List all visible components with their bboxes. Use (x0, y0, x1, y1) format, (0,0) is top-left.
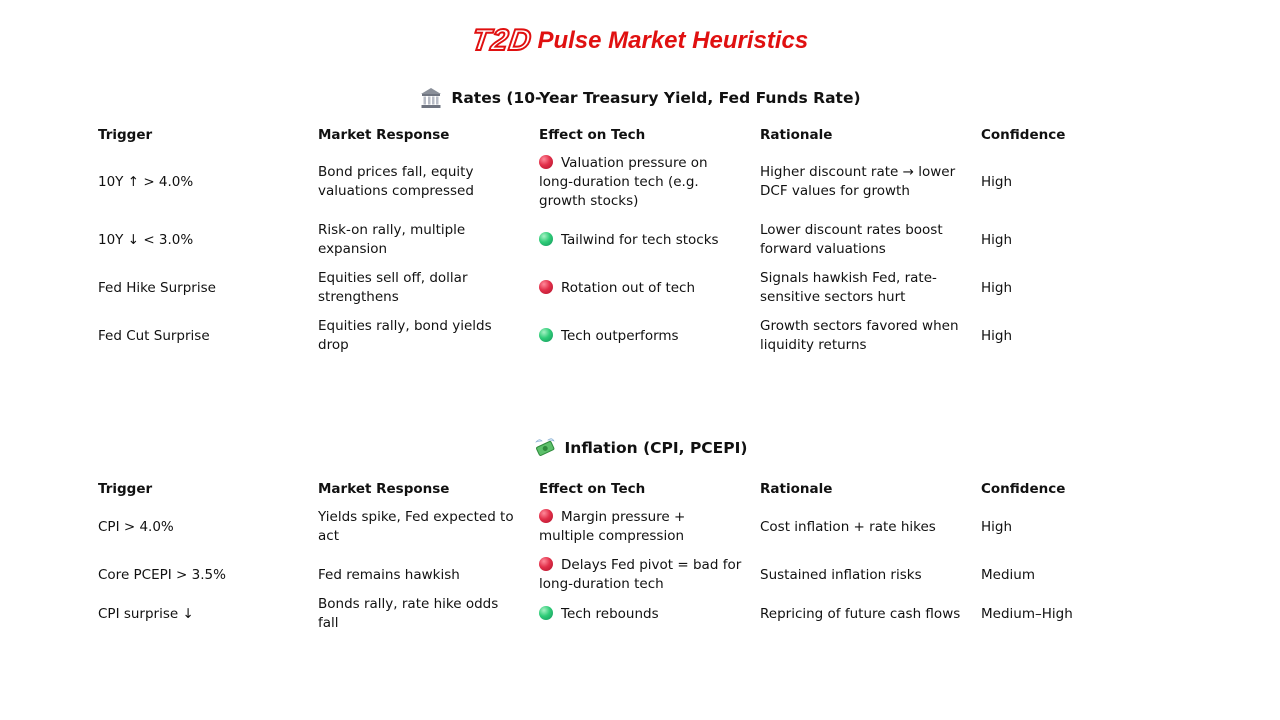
column-header-trigger: Trigger (98, 126, 153, 143)
rationale-cell: Lower discount rates boost forward valua… (760, 222, 943, 257)
rationale-cell: Growth sectors favored when liquidity re… (760, 318, 959, 353)
green-circle-icon (539, 605, 553, 620)
effect-text: Tailwind for tech stocks (561, 231, 719, 248)
effect-on-tech-cell: Tailwind for tech stocks (539, 231, 760, 250)
effect-on-tech-cell: Margin pressure + multiple compression (539, 508, 760, 546)
column-header-trigger: Trigger (98, 480, 153, 497)
confidence-cell: High (981, 279, 1013, 296)
trigger-cell: 10Y ↓ < 3.0% (98, 231, 194, 248)
green-circle-icon (539, 231, 553, 246)
rationale-cell: Cost inflation + rate hikes (760, 518, 936, 535)
market-response-cell: Equities sell off, dollar strengthens (318, 270, 468, 305)
confidence-cell: High (981, 327, 1013, 344)
page-header: T2D Pulse Market Heuristics (0, 23, 1280, 58)
red-circle-icon (539, 509, 553, 523)
market-response-cell: Bond prices fall, equity valuations comp… (318, 164, 474, 199)
table-row: 10Y ↓ < 3.0% Risk-on rally, multiple exp… (98, 218, 1208, 262)
rationale-cell: Higher discount rate → lower DCF values … (760, 164, 956, 199)
effect-on-tech-cell: Valuation pressure on long-duration tech… (539, 154, 760, 211)
table-row: Fed Hike Surprise Equities sell off, dol… (98, 262, 1208, 314)
trigger-cell: CPI > 4.0% (98, 518, 174, 535)
rationale-cell: Signals hawkish Fed, rate-sensitive sect… (760, 270, 937, 305)
market-response-cell: Equities rally, bond yields drop (318, 318, 492, 353)
column-header-confidence: Confidence (981, 126, 1066, 143)
bank-building-icon (421, 88, 442, 108)
effect-text: Tech rebounds (561, 605, 659, 622)
table-row: CPI > 4.0% Yields spike, Fed expected to… (98, 500, 1208, 554)
rationale-cell: Sustained inflation risks (760, 566, 922, 583)
section-heading-rates: Rates (10-Year Treasury Yield, Fed Funds… (0, 86, 1280, 110)
market-response-cell: Fed remains hawkish (318, 566, 460, 583)
table-row: Fed Cut Surprise Equities rally, bond yi… (98, 314, 1208, 358)
trigger-cell: CPI surprise ↓ (98, 605, 194, 622)
effect-text: Tech outperforms (561, 327, 679, 344)
trigger-cell: Core PCEPI > 3.5% (98, 566, 226, 583)
table-row: CPI surprise ↓ Bonds rally, rate hike od… (98, 596, 1208, 632)
red-circle-icon (539, 279, 553, 294)
table-header-row: Trigger Market Response Effect on Tech R… (98, 478, 1208, 500)
table-row: 10Y ↑ > 4.0% Bond prices fall, equity va… (98, 146, 1208, 218)
confidence-cell: Medium–High (981, 605, 1073, 622)
t2d-logo: T2D (469, 23, 535, 58)
green-circle-icon (539, 327, 553, 342)
column-header-rationale: Rationale (760, 126, 833, 143)
confidence-cell: High (981, 173, 1013, 190)
table-header-row: Trigger Market Response Effect on Tech R… (98, 124, 1208, 146)
column-header-rationale: Rationale (760, 480, 833, 497)
effect-text: Rotation out of tech (561, 279, 696, 296)
inflation-table: Trigger Market Response Effect on Tech R… (98, 478, 1208, 632)
column-header-market-response: Market Response (318, 480, 450, 497)
confidence-cell: Medium (981, 566, 1035, 583)
column-header-confidence: Confidence (981, 480, 1066, 497)
column-header-market-response: Market Response (318, 126, 450, 143)
market-response-cell: Yields spike, Fed expected to act (318, 509, 514, 544)
effect-on-tech-cell: Delays Fed pivot = bad for long-duration… (539, 556, 760, 594)
effect-text: Margin pressure + multiple compression (539, 509, 686, 544)
column-header-effect-on-tech: Effect on Tech (539, 480, 646, 497)
money-with-wings-icon (534, 438, 555, 456)
effect-on-tech-cell: Tech outperforms (539, 327, 760, 346)
section-title: Rates (10-Year Treasury Yield, Fed Funds… (451, 89, 861, 107)
red-circle-icon (539, 557, 553, 571)
trigger-cell: 10Y ↑ > 4.0% (98, 173, 194, 190)
trigger-cell: Fed Cut Surprise (98, 327, 210, 344)
effect-on-tech-cell: Rotation out of tech (539, 279, 760, 298)
rationale-cell: Repricing of future cash flows (760, 605, 961, 622)
market-response-cell: Bonds rally, rate hike odds fall (318, 596, 499, 631)
market-response-cell: Risk-on rally, multiple expansion (318, 222, 466, 257)
confidence-cell: High (981, 231, 1013, 248)
section-heading-inflation: Inflation (CPI, PCEPI) (0, 436, 1280, 460)
effect-on-tech-cell: Tech rebounds (539, 605, 760, 624)
page-title: Pulse Market Heuristics (537, 27, 809, 54)
red-circle-icon (539, 154, 553, 169)
effect-text: Valuation pressure on long-duration tech… (539, 154, 708, 209)
section-title: Inflation (CPI, PCEPI) (564, 439, 748, 457)
column-header-effect-on-tech: Effect on Tech (539, 126, 646, 143)
rates-table: Trigger Market Response Effect on Tech R… (98, 124, 1208, 358)
confidence-cell: High (981, 518, 1013, 535)
effect-text: Delays Fed pivot = bad for long-duration… (539, 557, 742, 592)
trigger-cell: Fed Hike Surprise (98, 279, 216, 296)
table-row: Core PCEPI > 3.5% Fed remains hawkish De… (98, 554, 1208, 596)
